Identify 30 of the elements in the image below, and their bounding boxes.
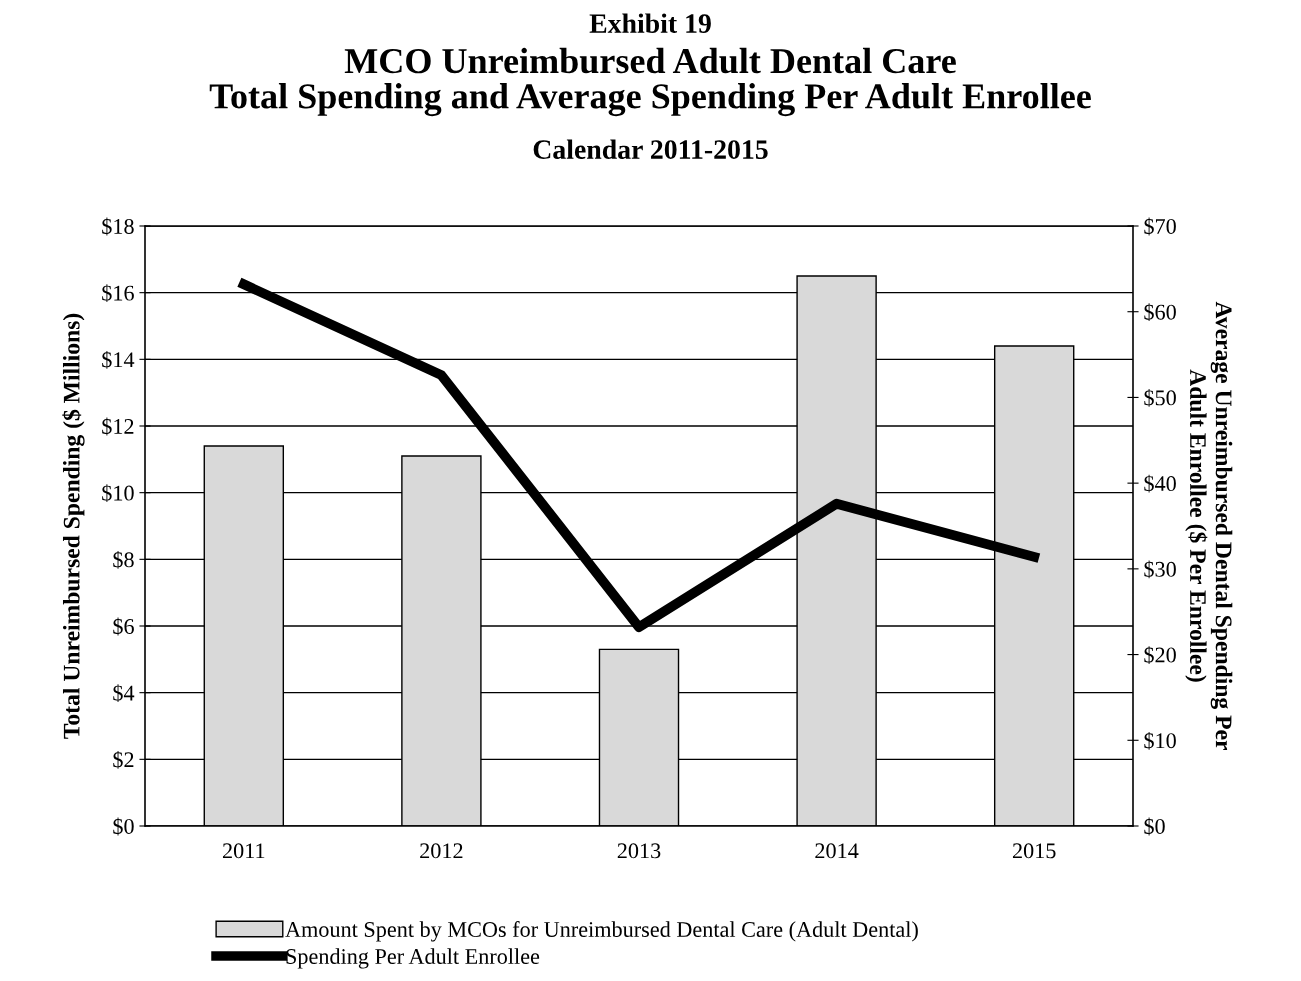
chart-subtitle: Calendar 2011-2015 bbox=[533, 139, 768, 159]
y2-tick-label: $30 bbox=[1144, 560, 1176, 579]
text: Exhibit 19 bbox=[589, 13, 711, 33]
x-tick-label: 2012 bbox=[420, 843, 463, 859]
y-tick-label: $18 bbox=[102, 217, 134, 236]
y-tick-label: $2 bbox=[113, 750, 134, 769]
x-tick-label: 2015 bbox=[1012, 843, 1056, 859]
y-axis-title: Total Unreimbursed Spending ($ Millions) bbox=[62, 313, 85, 739]
y-tick-label: $10 bbox=[102, 484, 134, 503]
legend-label: Amount Spent by MCOs for Unreimbursed Dental Care (Adult Dental) bbox=[285, 921, 918, 942]
x-tick-label: 2014 bbox=[815, 843, 859, 859]
x-tick-label: 2011 bbox=[222, 843, 265, 859]
y-tick-label: $4 bbox=[113, 684, 135, 703]
y-tick-label: $0 bbox=[113, 817, 134, 836]
y-tick-label: $16 bbox=[102, 284, 134, 303]
y2-tick-label: $70 bbox=[1144, 217, 1176, 236]
y2-tick-label: $50 bbox=[1144, 389, 1176, 407]
y2-tick-label: $10 bbox=[1144, 731, 1176, 750]
chart-title: MCO Unreimbursed Adult Dental Care Total Spending and Average Spending Per Adult Enrollee bbox=[209, 47, 1091, 117]
y2-tick-label: $40 bbox=[1144, 474, 1176, 493]
y-tick-label: $14 bbox=[102, 350, 135, 369]
y2-tick-label: $60 bbox=[1144, 303, 1176, 322]
y2-axis-title: Average Unreimbursed Dental Spending Per Adult Enrollee ($ Per Enrollee) bbox=[1185, 301, 1233, 751]
y-tick-label: $8 bbox=[113, 550, 134, 569]
y-tick-label: $12 bbox=[102, 417, 134, 436]
x-tick-label: 2013 bbox=[617, 843, 661, 859]
y2-tick-label: $20 bbox=[1144, 646, 1176, 664]
y-tick-label: $6 bbox=[113, 617, 134, 636]
y2-tick-label: $0 bbox=[1144, 817, 1165, 836]
legend-label: Spending Per Adult Enrollee bbox=[286, 948, 540, 969]
